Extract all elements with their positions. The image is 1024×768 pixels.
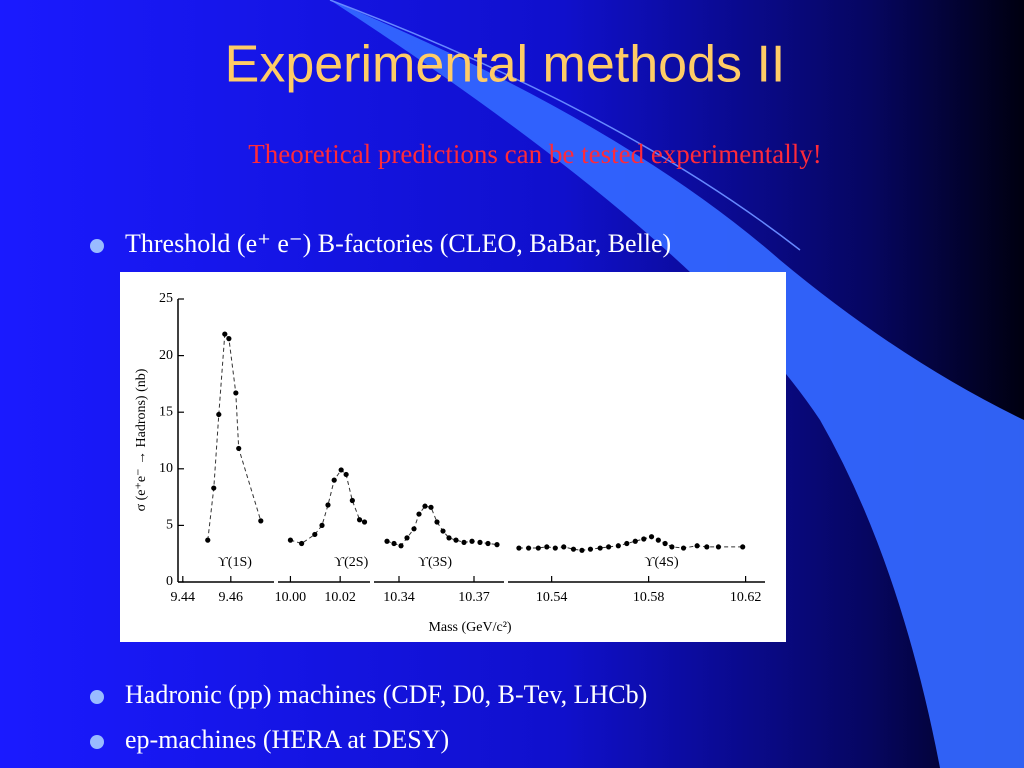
- data-point: [680, 545, 687, 551]
- data-point: [299, 540, 305, 547]
- data-point: [453, 537, 459, 543]
- x-tick-label: 10.34: [383, 590, 415, 605]
- data-point: [632, 538, 638, 544]
- bullet-text: Threshold (e⁺ e⁻) B-factories (CLEO, BaB…: [125, 229, 671, 258]
- y-tick-label: 10: [159, 461, 173, 476]
- peak-label: ϒ(1S): [218, 555, 253, 570]
- data-point: [216, 411, 222, 418]
- data-point: [641, 536, 647, 542]
- bullet-dot: [90, 239, 104, 253]
- data-point: [236, 445, 242, 452]
- data-point: [411, 526, 417, 532]
- x-axis-label: Mass (GeV/c²): [428, 620, 511, 635]
- data-point: [516, 545, 522, 551]
- bullet-dot: [90, 735, 104, 749]
- data-point: [349, 497, 355, 504]
- data-point: [477, 539, 483, 545]
- y-tick-label: 5: [166, 518, 173, 533]
- chart: 0 5 10 15 20 25 σ (e⁺e⁻ → Hadrons) (nb) Mass (G…: [134, 291, 765, 635]
- bullet-dot: [90, 690, 104, 704]
- data-point: [434, 519, 440, 525]
- data-point: [384, 538, 390, 544]
- subtitle: Theoretical predictions can be tested ex…: [248, 139, 822, 169]
- data-point: [561, 544, 567, 550]
- data-point: [422, 503, 428, 509]
- data-point: [312, 531, 318, 538]
- data-point: [526, 545, 532, 551]
- data-point: [440, 528, 446, 534]
- data-point: [398, 543, 404, 549]
- data-point: [287, 537, 294, 543]
- data-point: [205, 537, 211, 543]
- peak-label: ϒ(3S): [418, 555, 453, 570]
- data-point: [494, 542, 500, 548]
- data-point: [694, 543, 700, 549]
- data-point: [597, 545, 603, 551]
- data-point: [233, 390, 239, 396]
- slide-title: Experimental methods II: [225, 36, 786, 94]
- swoosh: [330, 0, 1024, 768]
- data-point: [570, 546, 577, 552]
- data-point: [338, 467, 344, 473]
- data-point: [715, 544, 722, 550]
- x-tick-label: 10.58: [633, 590, 665, 605]
- data-point: [226, 336, 232, 342]
- x-tick-label: 9.46: [219, 590, 244, 605]
- y-axis-label: σ (e⁺e⁻ → Hadrons) (nb): [134, 368, 149, 511]
- data-point: [704, 544, 710, 550]
- data-point: [662, 540, 668, 547]
- data-point: [211, 485, 217, 491]
- data-point: [319, 522, 325, 529]
- data-point: [428, 504, 434, 510]
- peak-label: ϒ(4S): [644, 555, 679, 570]
- data-point: [606, 544, 612, 550]
- data-point: [416, 511, 422, 517]
- data-point: [356, 517, 363, 523]
- y-tick-label: 0: [166, 574, 173, 589]
- data-point: [331, 477, 337, 483]
- y-tick-label: 15: [159, 404, 173, 419]
- data-point: [669, 544, 675, 550]
- bullet-text: Hadronic (pp) machines (CDF, D0, B-Tev, …: [125, 680, 647, 709]
- y-tick-label: 25: [159, 291, 173, 306]
- data-point: [325, 502, 331, 508]
- data-point: [469, 538, 475, 544]
- bullet-text: ep-machines (HERA at DESY): [125, 725, 449, 754]
- data-point: [740, 544, 746, 550]
- y-tick-label: 20: [159, 348, 173, 363]
- data-point: [655, 537, 661, 543]
- x-tick-label: 10.62: [730, 590, 762, 605]
- fit-curve: [386, 505, 498, 547]
- x-tick-label: 10.00: [275, 590, 307, 605]
- x-tick-label: 9.44: [171, 590, 196, 605]
- data-point: [446, 535, 452, 541]
- data-point: [624, 540, 630, 547]
- data-point: [343, 471, 349, 478]
- fit-curve: [207, 332, 262, 541]
- data-point: [615, 543, 621, 549]
- data-point: [258, 518, 264, 524]
- data-point: [544, 544, 550, 550]
- x-tick-label: 10.02: [324, 590, 356, 605]
- data-point: [535, 545, 541, 551]
- data-point: [222, 331, 228, 337]
- x-tick-label: 10.54: [536, 590, 568, 605]
- data-point: [461, 539, 467, 545]
- data-point: [404, 535, 410, 541]
- data-point: [391, 540, 397, 547]
- peak-label: ϒ(2S): [334, 555, 369, 570]
- data-point: [485, 540, 491, 547]
- data-point: [587, 546, 594, 552]
- x-tick-label: 10.37: [458, 590, 490, 605]
- data-point: [579, 547, 585, 553]
- chart-panel: [120, 272, 786, 642]
- swoosh-line: [329, 0, 801, 251]
- data-point: [361, 519, 368, 525]
- data-point: [648, 534, 655, 540]
- bullet-list: Threshold (e⁺ e⁻) B-factories (CLEO, BaB…: [90, 229, 671, 754]
- data-point: [552, 545, 558, 551]
